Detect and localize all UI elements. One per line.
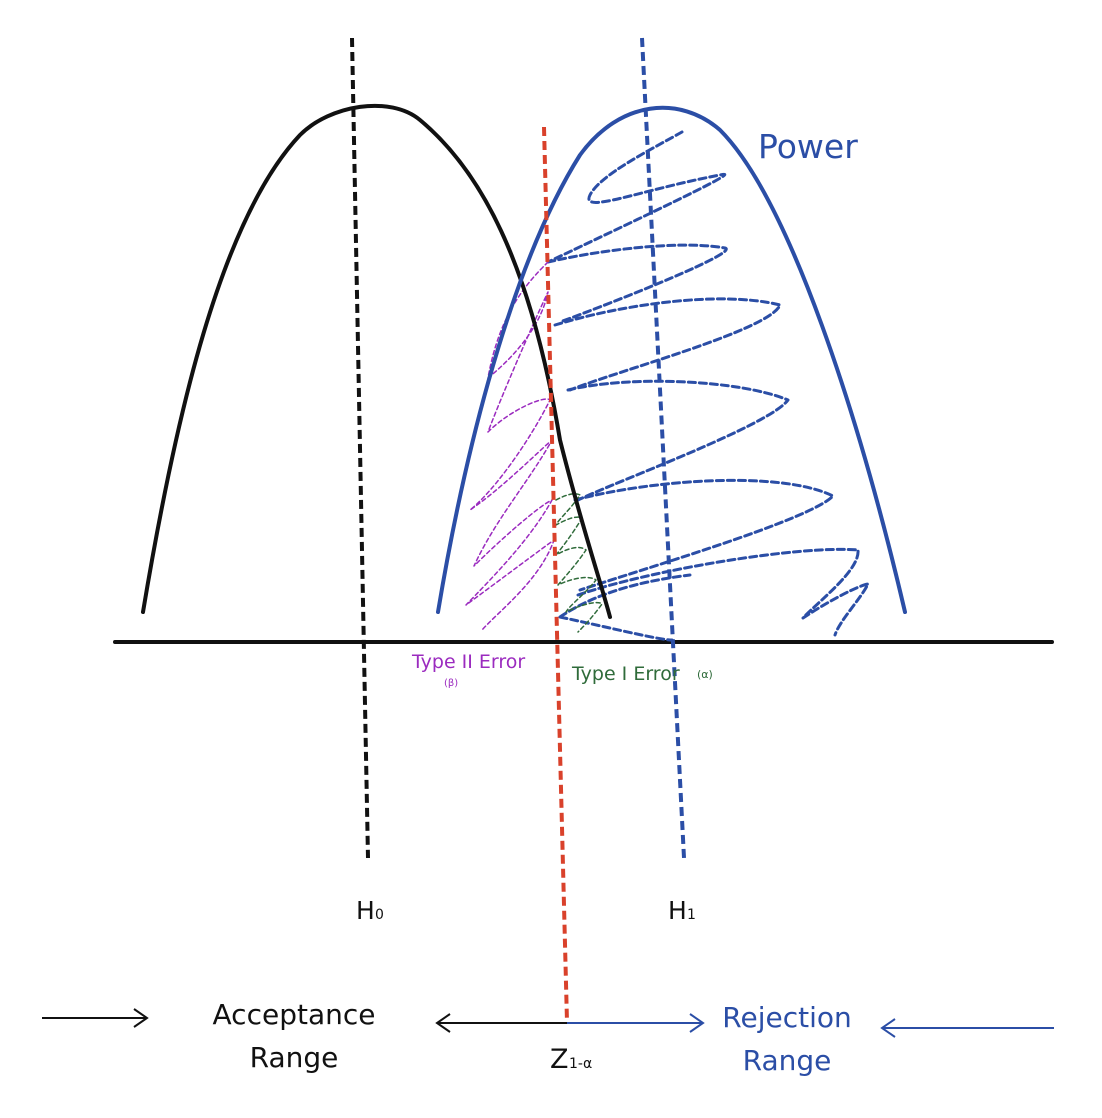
acceptance-outer-arrow (42, 1008, 149, 1028)
rejection-range-label-line2: Range (743, 1044, 832, 1077)
acceptance-range-arrow (435, 1013, 567, 1033)
z-label: Z (550, 1044, 569, 1075)
type-one-error-hatch (555, 493, 603, 633)
acceptance-range-label-line2: Range (250, 1041, 339, 1074)
power-hatch (546, 130, 870, 642)
critical-value-line (542, 126, 569, 1023)
null-mean-line (350, 37, 370, 859)
z-subscript: 1-α (569, 1056, 592, 1072)
h0-subscript: 0 (375, 907, 384, 923)
beta-label: (β) (444, 678, 458, 689)
alternative-distribution-curve (436, 105, 907, 614)
acceptance-range-label-line1: Acceptance (213, 998, 376, 1031)
type-two-error-label: Type II Error (411, 651, 525, 673)
rejection-outer-arrow (880, 1018, 1054, 1038)
rejection-range-label-line1: Rejection (722, 1001, 851, 1034)
alpha-label: (α) (697, 668, 713, 681)
null-distribution-curve (141, 103, 612, 619)
power-label: Power (758, 127, 858, 166)
type-one-error-label: Type I Error (571, 663, 680, 685)
h0-label: H (356, 896, 375, 925)
alternative-mean-line (640, 37, 686, 859)
h1-label: H (668, 896, 687, 925)
h1-subscript: 1 (687, 907, 696, 923)
rejection-range-arrow (567, 1013, 705, 1033)
type-two-error-hatch (465, 261, 555, 631)
